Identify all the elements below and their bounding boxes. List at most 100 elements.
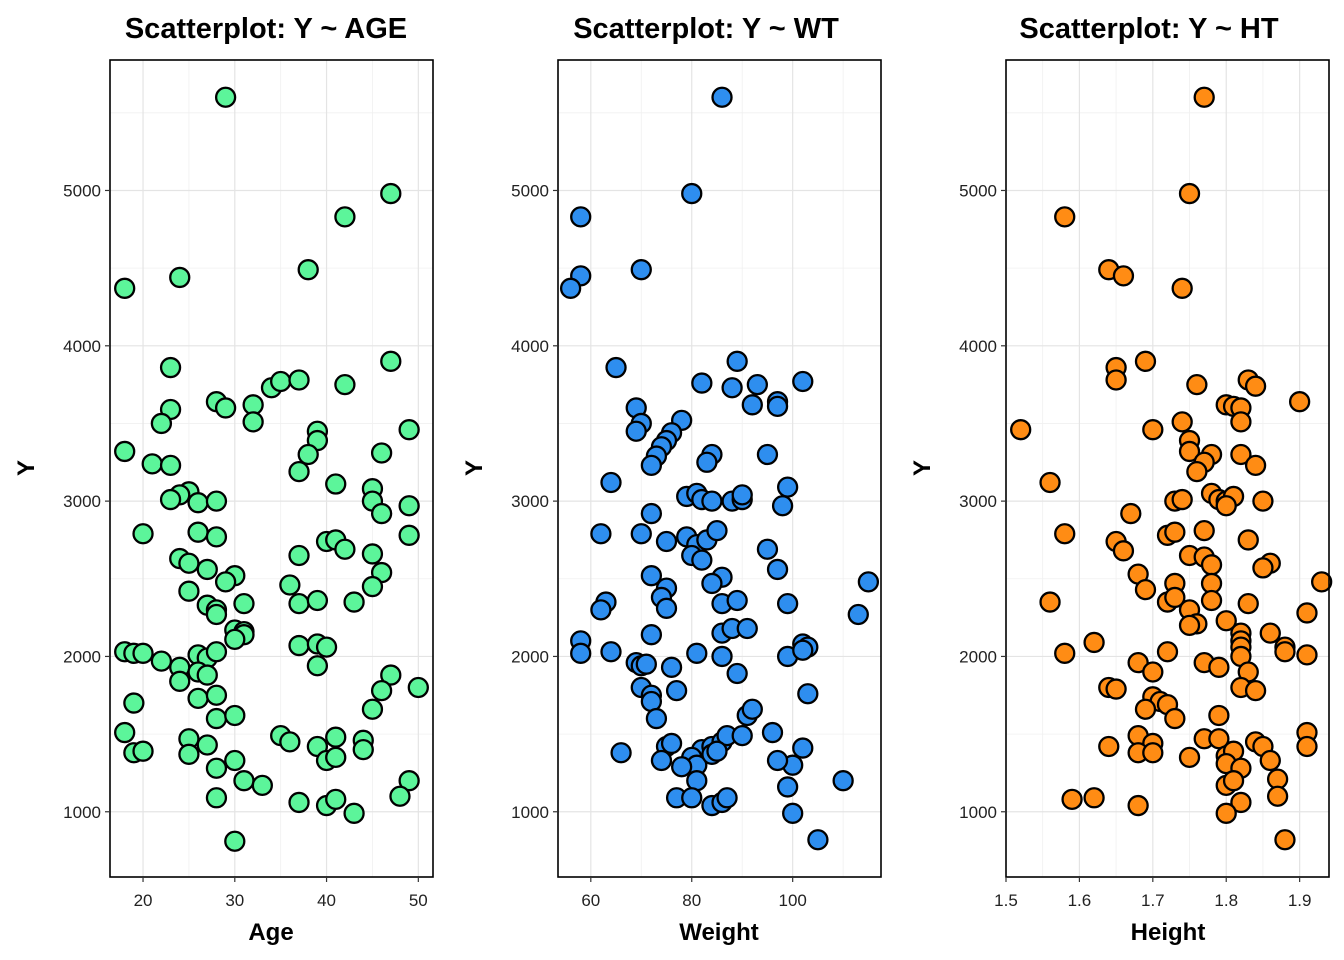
data-point: [288, 634, 310, 657]
data-point: [1274, 829, 1296, 851]
data-point: [224, 830, 246, 852]
data-point: [792, 370, 814, 393]
data-point: [1288, 391, 1311, 413]
y-tick-label: 5000: [63, 181, 101, 200]
data-point: [297, 443, 319, 466]
data-point: [1193, 519, 1215, 542]
data-point: [590, 599, 612, 621]
data-point: [1244, 454, 1267, 477]
data-point: [214, 86, 237, 108]
data-point: [766, 558, 789, 581]
x-tick-label: 1.7: [1141, 891, 1165, 910]
data-point: [334, 373, 356, 396]
data-point: [1266, 785, 1289, 807]
data-point: [701, 490, 723, 512]
x-tick-label: 1.5: [994, 891, 1018, 910]
x-axis: 1.5 1.6 1.7 1.8 1.9: [994, 877, 1311, 910]
panel-age: Scatterplot: Y ~ AGE Age Y 1000 2000 3000 4…: [13, 13, 434, 946]
data-point: [660, 656, 683, 678]
plot-background: [1006, 60, 1329, 877]
data-point: [756, 443, 779, 466]
data-point: [361, 575, 384, 598]
panel-weight: Scatterplot: Y ~ WT Weight Y 1000 2000 300…: [461, 13, 882, 946]
data-point: [660, 732, 683, 755]
data-point: [114, 440, 136, 463]
data-point: [224, 704, 246, 727]
data-point: [1200, 554, 1223, 576]
x-tick-label: 1.8: [1214, 891, 1238, 910]
data-point: [731, 725, 753, 747]
data-point: [1193, 86, 1215, 108]
data-point: [1098, 735, 1120, 758]
data-point: [761, 721, 784, 744]
data-point: [1120, 502, 1142, 525]
y-tick-label: 4000: [959, 337, 997, 356]
data-point: [132, 740, 154, 762]
data-point: [600, 641, 622, 663]
data-point: [196, 664, 218, 686]
data-point: [1134, 350, 1157, 372]
data-point: [205, 490, 228, 512]
data-point: [325, 726, 347, 748]
panel-border: [109, 59, 434, 878]
data-point: [655, 530, 678, 553]
data-point: [279, 574, 301, 596]
panel-title: Scatterplot: Y ~ HT: [1019, 13, 1278, 45]
data-point: [1134, 579, 1157, 601]
data-point: [741, 698, 763, 720]
data-point: [1178, 746, 1201, 769]
data-point: [343, 802, 365, 824]
data-point: [706, 740, 728, 762]
data-point: [141, 453, 163, 475]
panel-border: [557, 59, 882, 878]
data-point: [315, 636, 338, 658]
data-point: [776, 592, 799, 615]
data-point: [1208, 656, 1230, 678]
data-point: [270, 370, 292, 393]
data-point: [343, 591, 365, 613]
data-point: [389, 785, 411, 807]
data-point: [1164, 707, 1186, 730]
data-point: [380, 664, 402, 686]
data-point: [169, 670, 191, 692]
x-axis-label: Weight: [679, 919, 759, 946]
data-point: [741, 394, 763, 416]
data-point: [706, 519, 728, 542]
data-point: [1252, 490, 1274, 512]
data-point: [645, 707, 668, 730]
data-point: [205, 603, 228, 626]
data-point: [398, 770, 420, 792]
y-tick-label: 5000: [959, 181, 997, 200]
data-point: [325, 746, 347, 769]
data-point: [1010, 419, 1032, 441]
data-point: [205, 757, 228, 779]
data-point: [1054, 642, 1076, 664]
data-point: [807, 829, 829, 851]
data-point: [1259, 622, 1281, 644]
y-axis-label: Y: [13, 460, 40, 476]
data-point: [1171, 277, 1193, 299]
data-point: [665, 679, 688, 702]
data-point: [187, 521, 209, 543]
data-point: [288, 592, 310, 615]
panel-border: [1005, 59, 1330, 878]
data-point: [559, 277, 582, 299]
data-points: [1010, 86, 1333, 851]
data-point: [380, 182, 402, 205]
data-point: [1039, 471, 1061, 494]
data-point: [1186, 460, 1208, 483]
data-point: [1222, 770, 1245, 792]
data-point: [150, 650, 173, 672]
data-point: [1127, 794, 1149, 817]
y-axis-label: Y: [461, 460, 488, 476]
y-tick-label: 5000: [511, 181, 549, 200]
data-point: [640, 624, 663, 646]
data-point: [1164, 521, 1186, 543]
data-point: [205, 641, 228, 663]
data-point: [625, 420, 647, 442]
data-point: [288, 460, 310, 483]
data-point: [1112, 265, 1135, 287]
data-point: [1083, 631, 1105, 654]
data-point: [297, 259, 319, 281]
data-point: [178, 743, 200, 765]
